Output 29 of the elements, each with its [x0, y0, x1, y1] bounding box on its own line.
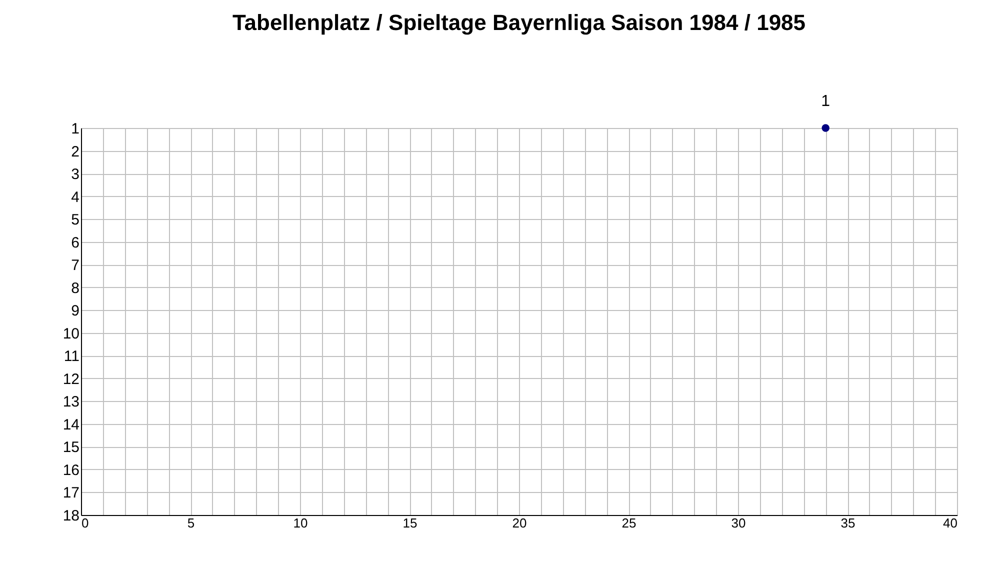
- x-tick-label: 0: [82, 516, 89, 530]
- chart-title: Tabellenplatz / Spieltage Bayernliga Saison 1984 / 1985: [232, 10, 806, 35]
- y-tick-label: 4: [71, 188, 80, 206]
- y-tick-label: 3: [71, 166, 80, 184]
- y-tick-label: 12: [62, 370, 80, 388]
- y-tick-label: 2: [71, 143, 80, 160]
- y-tick-label: 5: [71, 212, 80, 229]
- x-tick-label: 35: [840, 516, 856, 530]
- x-tick-label: 5: [187, 516, 195, 530]
- y-tick-label: 18: [62, 508, 80, 524]
- y-tick-label: 17: [62, 484, 80, 502]
- y-tick-label: 15: [62, 439, 80, 456]
- x-tick-label: 25: [622, 516, 636, 530]
- y-tick-label: 7: [71, 257, 80, 274]
- data-label: 1: [821, 93, 830, 110]
- x-tick-label: 20: [512, 516, 527, 530]
- x-tick-label: 10: [293, 516, 308, 530]
- y-tick-label: 11: [64, 348, 80, 366]
- y-tick-label: 16: [62, 462, 80, 479]
- y-tick-label: 6: [71, 234, 80, 252]
- x-tick-label: 30: [731, 516, 746, 530]
- y-tick-label: 8: [71, 280, 80, 297]
- x-tick-label: 15: [402, 516, 418, 530]
- y-tick-label: 9: [71, 302, 80, 320]
- y-tick-label: 13: [62, 394, 80, 411]
- y-tick-label: 10: [62, 325, 80, 342]
- x-tick-label: 40: [943, 516, 958, 530]
- y-tick-label: 1: [71, 120, 80, 138]
- y-tick-label: 14: [62, 416, 80, 434]
